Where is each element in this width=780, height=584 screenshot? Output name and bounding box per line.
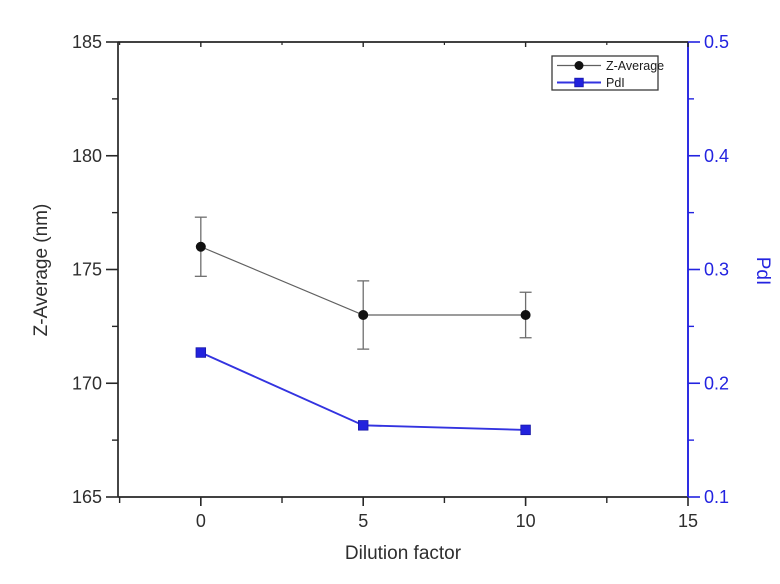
x-axis-ticks: 0 5 10 15 bbox=[118, 42, 698, 531]
axes bbox=[117, 41, 689, 498]
data-point-marker bbox=[195, 347, 207, 358]
data-point-marker bbox=[520, 424, 531, 436]
left-y-tick-label: 185 bbox=[72, 32, 102, 52]
legend-label: Z-Average bbox=[606, 59, 664, 73]
legend-entry: PdI bbox=[557, 76, 625, 90]
left-y-tick-label: 175 bbox=[72, 260, 102, 280]
series-z-average bbox=[194, 216, 532, 350]
x-tick-label: 0 bbox=[196, 511, 206, 531]
left-y-tick-label: 165 bbox=[72, 487, 102, 507]
right-y-tick-label: 0.1 bbox=[704, 487, 729, 507]
left-y-tick-label: 170 bbox=[72, 373, 102, 393]
right-y-tick-label: 0.5 bbox=[704, 32, 729, 52]
series-pdi bbox=[195, 347, 531, 436]
data-point-marker bbox=[358, 420, 369, 431]
legend-box bbox=[551, 55, 659, 91]
left-y-axis-ticks: 165 170 175 180 185 bbox=[72, 32, 118, 507]
right-y-tick-label: 0.3 bbox=[704, 260, 729, 280]
data-point-marker bbox=[195, 241, 206, 252]
x-tick-label: 15 bbox=[678, 511, 698, 531]
legend-entry: Z-Average bbox=[557, 59, 664, 73]
x-tick-label: 5 bbox=[358, 511, 368, 531]
legend-label: PdI bbox=[606, 76, 625, 90]
left-y-axis-title: Z-Average (nm) bbox=[31, 204, 52, 337]
data-point-marker bbox=[358, 310, 369, 320]
right-y-axis-title: PdI bbox=[752, 257, 773, 286]
legend-marker bbox=[574, 61, 584, 70]
left-y-tick-label: 180 bbox=[72, 146, 102, 166]
legend: Z-Average PdI bbox=[551, 55, 664, 91]
data-point-marker bbox=[520, 310, 531, 320]
series-line bbox=[200, 351, 526, 431]
right-y-tick-label: 0.2 bbox=[704, 373, 729, 393]
right-y-axis-ticks: 0.1 0.2 0.3 0.4 0.5 bbox=[688, 32, 729, 507]
legend-marker bbox=[574, 77, 584, 88]
x-axis-title: Dilution factor bbox=[345, 543, 462, 564]
right-y-tick-label: 0.4 bbox=[704, 146, 729, 166]
x-tick-label: 10 bbox=[516, 511, 536, 531]
